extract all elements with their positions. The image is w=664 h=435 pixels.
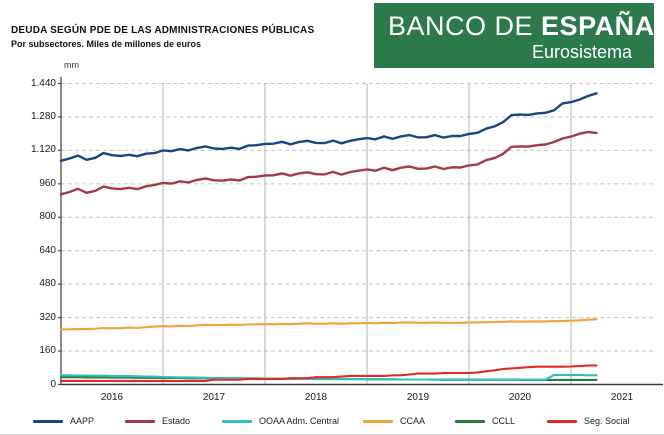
x-tick-label: 2019 xyxy=(406,392,430,403)
legend-label: CCAA xyxy=(400,416,426,426)
legend-label: AAPP xyxy=(70,416,95,426)
y-tick-label: 0 xyxy=(50,378,56,390)
logo-name-bold: ESPAÑA xyxy=(541,11,655,41)
series-line-ooaa-adm-central xyxy=(59,373,598,381)
legend-item-seg-social: Seg. Social xyxy=(547,414,630,428)
legend-swatch-estado xyxy=(125,419,155,423)
y-axis-unit-label: mm xyxy=(64,60,79,70)
chart-subtitle: Por subsectores. Miles de millones de eu… xyxy=(11,39,202,49)
y-tick-label: 960 xyxy=(39,177,56,189)
y-tick-label: 640 xyxy=(39,244,56,256)
legend-item-ccaa: CCAA xyxy=(363,414,425,428)
legend-label: Estado xyxy=(162,416,191,426)
x-tick-label: 2017 xyxy=(202,392,226,403)
legend-label: Seg. Social xyxy=(584,416,630,426)
legend-item-ooaa-adm-central: OOAA Adm. Central xyxy=(222,414,339,428)
x-tick-label: 2020 xyxy=(508,392,532,403)
y-tick-label: 1.280 xyxy=(30,110,56,122)
y-tick-label: 1.440 xyxy=(30,77,56,89)
legend-label: CCLL xyxy=(492,416,516,426)
y-tick-label: 320 xyxy=(39,311,56,323)
logo-name-regular: BANCO DE xyxy=(388,11,534,41)
legend-swatch-seg-social xyxy=(547,419,577,423)
banco-de-espana-logo: BANCO DE ESPAÑA Eurosistema xyxy=(374,3,654,68)
y-tick-label: 800 xyxy=(39,211,56,223)
x-tick-label: 2016 xyxy=(100,392,124,403)
y-tick-label: 160 xyxy=(39,345,56,357)
series-line-seg-social xyxy=(59,364,598,382)
x-tick-label: 2021 xyxy=(610,392,634,403)
chart-title: DEUDA SEGÚN PDE DE LAS ADMINISTRACIONES … xyxy=(11,25,315,36)
x-tick-label: 2018 xyxy=(304,392,328,403)
legend-item-ccll: CCLL xyxy=(455,414,515,428)
series-line-aapp xyxy=(59,92,598,163)
series-line-estado xyxy=(59,130,598,196)
legend-swatch-ccll xyxy=(455,419,485,423)
logo-bank-name: BANCO DE ESPAÑA xyxy=(388,11,654,41)
y-tick-label: 1.120 xyxy=(30,144,56,156)
legend-label: OOAA Adm. Central xyxy=(259,416,340,426)
y-tick-label: 480 xyxy=(39,278,56,290)
chart-header: DEUDA SEGÚN PDE DE LAS ADMINISTRACIONES … xyxy=(11,25,314,49)
series-line-ccaa xyxy=(59,318,598,331)
logo-tagline: Eurosistema xyxy=(531,42,632,62)
legend-swatch-ccaa xyxy=(363,419,393,423)
legend-swatch-aapp xyxy=(33,419,63,423)
legend-swatch-ooaa-adm-central xyxy=(222,419,252,423)
legend-item-aapp: AAPP xyxy=(33,414,94,428)
legend-item-estado: Estado xyxy=(125,414,190,428)
